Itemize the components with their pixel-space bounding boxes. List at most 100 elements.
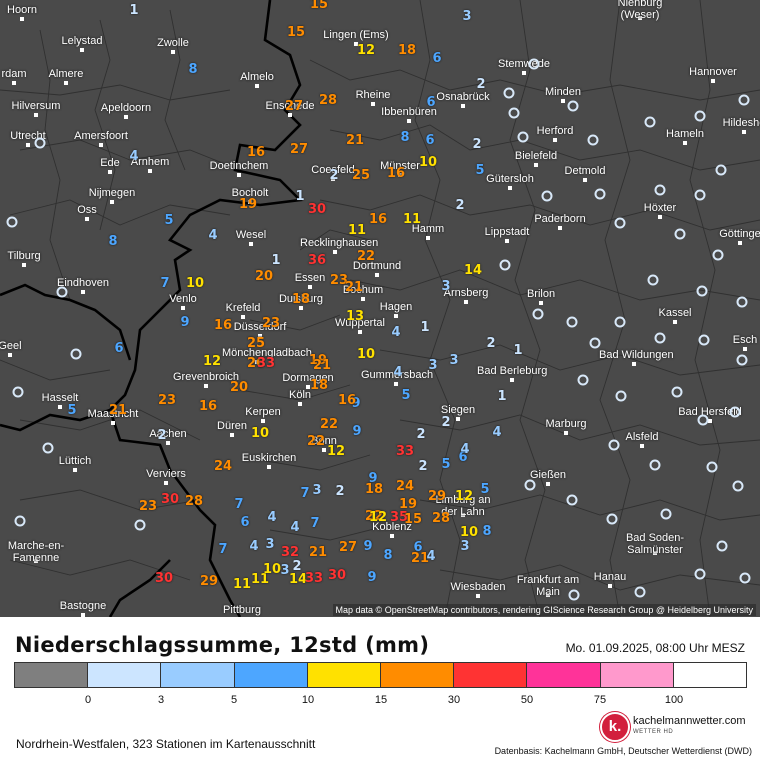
city-marker — [34, 559, 38, 563]
city-marker — [354, 42, 358, 46]
zero-precip-marker — [589, 337, 601, 349]
zero-precip-marker — [6, 216, 18, 228]
city-label: Bad Soden-Salmünster — [625, 532, 685, 556]
zero-precip-marker — [42, 442, 54, 454]
city-marker — [20, 17, 24, 21]
city-label: Dortmund — [352, 260, 402, 272]
zero-precip-marker — [594, 188, 606, 200]
precip-value: 19 — [398, 497, 418, 512]
scale-tick: 50 — [520, 694, 534, 706]
city-label: Koblenz — [372, 521, 412, 533]
precip-value: 15 — [309, 0, 329, 12]
city-marker — [505, 239, 509, 243]
city-label: Detmold — [564, 165, 606, 177]
city-marker — [81, 613, 85, 617]
precip-value: 20 — [229, 380, 249, 395]
city-marker — [267, 465, 271, 469]
precip-value: 2 — [418, 459, 428, 474]
scale-tick: 30 — [447, 694, 461, 706]
map-boundaries — [0, 0, 760, 617]
precip-value: 2 — [472, 137, 482, 152]
precip-value: 4 — [249, 539, 259, 554]
city-label: Hanau — [593, 571, 627, 583]
city-marker — [306, 385, 310, 389]
city-label: Hagen — [379, 301, 413, 313]
city-marker — [237, 173, 241, 177]
city-marker — [742, 130, 746, 134]
city-marker — [711, 79, 715, 83]
city-marker — [81, 290, 85, 294]
zero-precip-marker — [644, 116, 656, 128]
precip-value: 11 — [250, 572, 270, 587]
scale-segment-1 — [88, 663, 162, 687]
zero-precip-marker — [729, 406, 741, 418]
precip-value: 6 — [425, 133, 435, 148]
precip-value: 2 — [329, 168, 339, 183]
city-label: Eindhoven — [57, 277, 109, 289]
precip-value: 3 — [312, 483, 322, 498]
precip-value: 24 — [213, 459, 233, 474]
precip-value: 8 — [400, 130, 410, 145]
zero-precip-marker — [34, 137, 46, 149]
city-marker — [632, 362, 636, 366]
city-label: Geel — [0, 340, 22, 352]
precip-value: 3 — [449, 353, 459, 368]
city-label: Wuppertal — [335, 317, 385, 329]
zero-precip-marker — [568, 589, 580, 601]
city-marker — [426, 236, 430, 240]
city-label: Kerpen — [245, 406, 281, 418]
city-label: Rheine — [355, 89, 391, 101]
city-label: Coesfeld — [311, 164, 355, 176]
city-label: Grevenbroich — [172, 371, 240, 383]
city-label: Doetinchem — [209, 160, 269, 172]
precip-value: 10 — [418, 155, 438, 170]
precip-value: 2 — [292, 559, 302, 574]
zero-precip-marker — [14, 515, 26, 527]
kachelmann-logo[interactable]: k. kachelmannwetter.com WETTER HD — [600, 712, 750, 742]
zero-precip-marker — [70, 348, 82, 360]
city-label: Limburg an der Lahn — [435, 494, 491, 518]
scale-segment-5 — [381, 663, 455, 687]
city-label: Ibbenbüren — [381, 106, 437, 118]
city-label: Zwolle — [157, 37, 189, 49]
zero-precip-marker — [660, 508, 672, 520]
city-marker — [26, 143, 30, 147]
precip-value: 10 — [356, 347, 376, 362]
precip-value: 3 — [280, 563, 290, 578]
city-marker — [8, 353, 12, 357]
city-marker — [534, 163, 538, 167]
precip-value: 9 — [352, 424, 362, 439]
city-label: Bielefeld — [514, 150, 558, 162]
precipitation-map[interactable]: Hoorn Lingen (Ems) Nienburg (Weser) Lelysta… — [0, 0, 760, 617]
zero-precip-marker — [614, 316, 626, 328]
city-marker — [708, 419, 712, 423]
precip-value: 28 — [184, 494, 204, 509]
precip-value: 4 — [426, 549, 436, 564]
city-marker — [258, 334, 262, 338]
precip-value: 11 — [232, 577, 252, 592]
city-label: Paderborn — [534, 213, 586, 225]
precip-value: 7 — [160, 276, 170, 291]
precip-value: 21 — [108, 403, 128, 418]
city-label: Marburg — [545, 418, 587, 430]
zero-precip-marker — [706, 461, 718, 473]
precip-value: 7 — [310, 516, 320, 531]
precip-value: 27 — [284, 99, 304, 114]
city-label: Arnsberg — [443, 287, 489, 299]
city-marker — [522, 71, 526, 75]
zero-precip-marker — [674, 228, 686, 240]
scale-segment-2 — [161, 663, 235, 687]
precip-value: 16 — [386, 166, 406, 181]
city-marker — [653, 551, 657, 555]
city-marker — [99, 143, 103, 147]
city-label: Lelystad — [61, 35, 103, 47]
precip-value: 35 — [389, 510, 409, 525]
city-marker — [561, 99, 565, 103]
city-label: Lippstadt — [484, 226, 530, 238]
scale-tick: 3 — [157, 694, 165, 706]
precip-value: 30 — [307, 202, 327, 217]
city-marker — [331, 177, 335, 181]
precip-value: 2 — [416, 427, 426, 442]
city-label: Lüttich — [58, 455, 92, 467]
city-marker — [539, 301, 543, 305]
